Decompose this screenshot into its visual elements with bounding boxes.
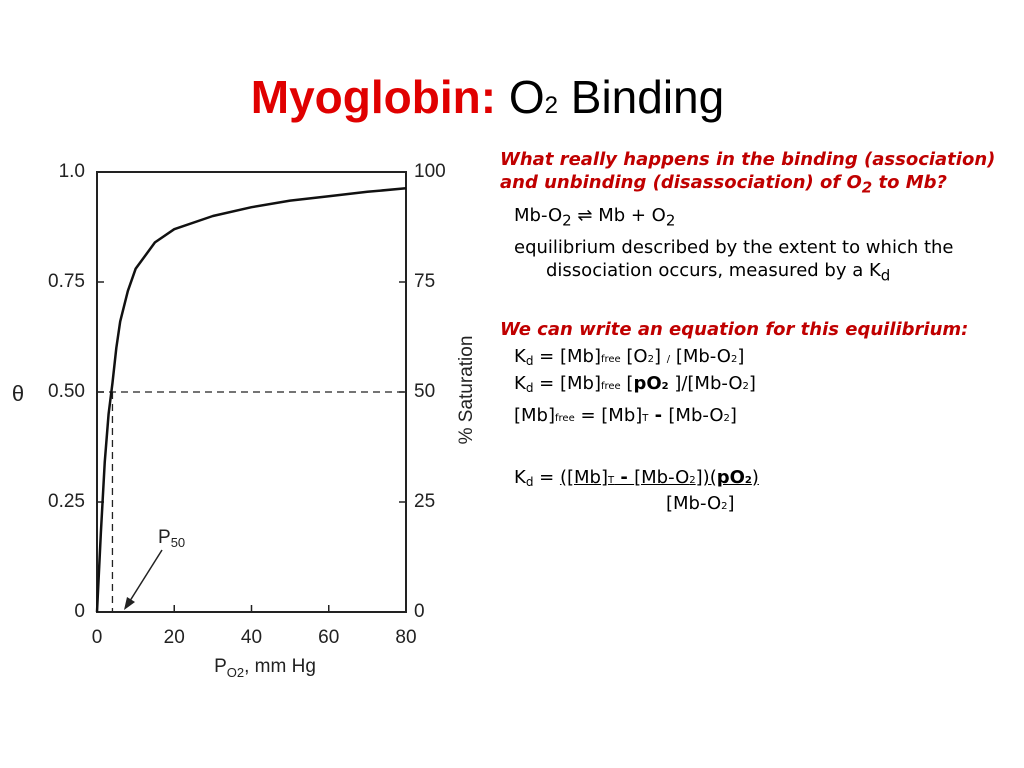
- text: [Mb-O: [666, 493, 722, 515]
- plot-frame: [96, 171, 407, 613]
- sub: d: [525, 474, 534, 489]
- x-label-main: P: [214, 656, 227, 677]
- text: Mb-O: [514, 205, 563, 227]
- x-tick-label: 60: [318, 627, 339, 648]
- text: ]: [737, 346, 745, 368]
- y2-tick-label: 100: [414, 161, 446, 182]
- text: [O: [620, 346, 648, 368]
- text: -: [614, 466, 635, 488]
- question: We can write an equation for this equili…: [500, 319, 969, 341]
- text: ([Mb]: [559, 466, 608, 488]
- sub: 2: [742, 380, 749, 392]
- y-tick-label: 0.50: [48, 381, 85, 402]
- y-tick-label: 0.25: [48, 491, 85, 512]
- y-tick-label: 1.0: [59, 161, 85, 182]
- text: K: [514, 346, 526, 368]
- sub: 2: [744, 474, 752, 486]
- text: What really happens in the binding (asso…: [500, 149, 996, 194]
- sub: 2: [689, 474, 696, 486]
- p50-label: P50: [158, 527, 185, 550]
- text: [Mb-O: [670, 346, 731, 368]
- sub: free: [600, 380, 621, 392]
- equation: [Mb]free = [Mb]T - [Mb-O2]: [500, 404, 1000, 427]
- y-tick-label: 0.75: [48, 271, 85, 292]
- text: -: [648, 405, 669, 427]
- text: K: [514, 466, 526, 488]
- title-main: Myoglobin:: [250, 71, 497, 123]
- y-axis-label: θ: [12, 381, 24, 406]
- text: =: [533, 466, 560, 488]
- equilibrium: equilibrium described by the extent to w…: [500, 236, 1000, 286]
- notes: What really happens in the binding (asso…: [500, 148, 1000, 516]
- sub: 2: [723, 413, 730, 425]
- text: ]: [748, 372, 756, 394]
- equation: Kd = [Mb]free [O2] / [Mb-O2]: [500, 345, 1000, 370]
- slide-title: Myoglobin: O2 Binding: [0, 70, 975, 124]
- text: to Mb?: [872, 172, 947, 194]
- text: ⇌ Mb + O: [571, 205, 666, 227]
- reaction: Mb-O2 ⇌ Mb + O2: [500, 204, 1000, 231]
- text: = [Mb]: [574, 405, 643, 427]
- y2-tick-label: 75: [414, 271, 435, 292]
- text: ]/[Mb-O: [668, 372, 743, 394]
- sub: d: [525, 354, 534, 369]
- title-rest: Binding: [570, 71, 725, 123]
- sub: 2: [647, 354, 654, 366]
- sub: 2: [861, 178, 873, 197]
- slash: /: [666, 354, 671, 366]
- sub: d: [880, 266, 891, 285]
- text: [Mb-O: [634, 466, 690, 488]
- text: [Mb]: [514, 405, 556, 427]
- sub: 2: [730, 354, 738, 366]
- equation: Kd = [Mb]free [pO2 ]/[Mb-O2]: [500, 372, 1000, 397]
- text: ])(: [695, 466, 717, 488]
- text: = [Mb]: [533, 346, 601, 368]
- title-o: O: [508, 71, 545, 123]
- sub: free: [555, 413, 575, 425]
- sub: free: [600, 354, 621, 366]
- title-sub: 2: [544, 92, 558, 119]
- denominator: [Mb-O2]: [500, 492, 1000, 515]
- sub: d: [525, 380, 534, 395]
- sub: 2: [661, 380, 669, 392]
- sub: 2: [665, 212, 676, 231]
- saturation-curve: [95, 187, 407, 613]
- text: [Mb-O: [668, 405, 724, 427]
- text: = [Mb]: [533, 372, 601, 394]
- numerator: ([Mb]T - [Mb-O2])(pO2): [560, 467, 759, 488]
- p50-main: P: [158, 527, 171, 548]
- p50-arrowhead: [124, 597, 135, 610]
- text: K: [514, 372, 526, 394]
- y2-tick-label: 0: [414, 601, 425, 622]
- text: ): [751, 466, 759, 488]
- sub: T: [608, 474, 615, 486]
- text: ]: [729, 405, 737, 427]
- text: ]: [727, 493, 735, 515]
- text: ]: [653, 346, 667, 368]
- text: [: [620, 372, 634, 394]
- sub: T: [642, 413, 649, 425]
- x-label-sub: O2: [227, 665, 244, 680]
- text: equilibrium described by the extent to w…: [514, 236, 954, 281]
- question: What really happens in the binding (asso…: [500, 148, 1000, 198]
- y2-tick-label: 50: [414, 381, 435, 402]
- y2-tick-label: 25: [414, 491, 435, 512]
- x-tick-label: 20: [164, 627, 185, 648]
- y2-axis-label: % Saturation: [456, 336, 477, 445]
- x-tick-label: 80: [395, 627, 416, 648]
- y-tick-label: 0: [74, 601, 85, 622]
- x-tick-label: 40: [241, 627, 262, 648]
- x-axis-label: PO2, mm Hg: [214, 656, 316, 680]
- sub: 2: [721, 501, 728, 513]
- p50-arrow: [127, 549, 163, 605]
- equation: Kd = ([Mb]T - [Mb-O2])(pO2): [500, 466, 1000, 491]
- x-tick-label: 0: [92, 627, 103, 648]
- p50-sub: 50: [171, 535, 185, 550]
- chart: 0 0.25 0.50 0.75 1.0 0 25 50 75 100 0 20 40 60 80 θ % Sa…: [12, 161, 477, 680]
- sub: 2: [562, 212, 572, 231]
- text: pO: [716, 466, 745, 488]
- x-label-rest: , mm Hg: [244, 656, 316, 677]
- text: pO: [633, 372, 662, 394]
